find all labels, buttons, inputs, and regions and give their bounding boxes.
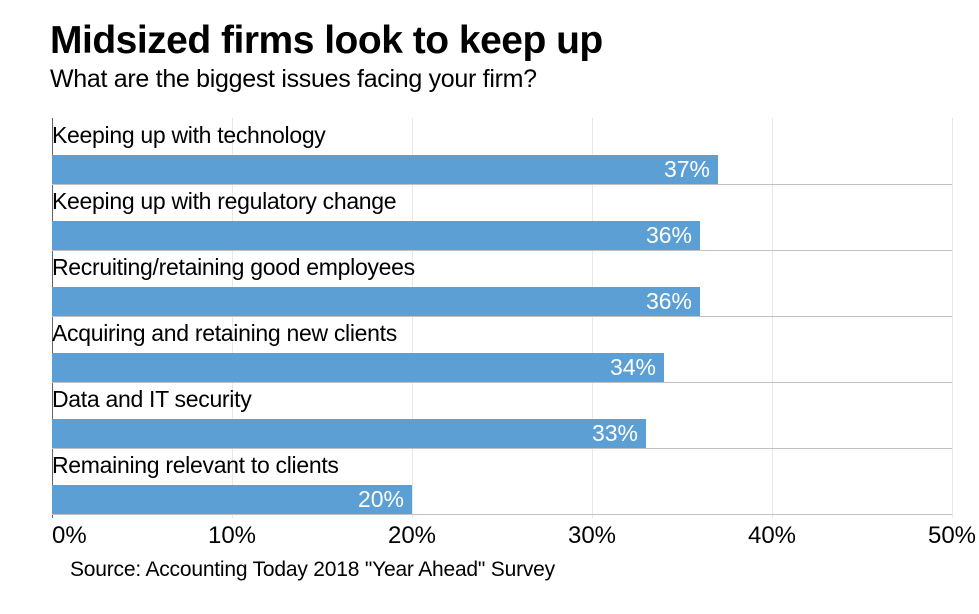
bar: 36% xyxy=(52,287,700,316)
x-axis: 0% 10% 20% 30% 40% 50% xyxy=(52,518,952,552)
source-line: Source: Accounting Today 2018 "Year Ahea… xyxy=(70,558,949,582)
bar: 36% xyxy=(52,221,700,250)
bar: 37% xyxy=(52,155,718,184)
bar-label: Data and IT security xyxy=(52,386,251,413)
bar-row: Data and IT security 33% xyxy=(52,382,952,448)
grid-line xyxy=(952,118,953,518)
x-tick: 50% xyxy=(928,522,976,550)
bar-row: Keeping up with technology 37% xyxy=(52,118,952,184)
bar-label: Recruiting/retaining good employees xyxy=(52,254,415,281)
x-tick: 0% xyxy=(52,522,87,550)
bar: 33% xyxy=(52,419,646,448)
bar: 34% xyxy=(52,353,664,382)
bar-rows: Keeping up with technology 37% Keeping u… xyxy=(52,118,952,514)
x-tick: 20% xyxy=(388,522,436,550)
chart-card: Midsized firms look to keep up What are … xyxy=(0,0,979,614)
bar-value: 33% xyxy=(592,420,646,447)
row-rule xyxy=(52,514,952,515)
bar-value: 37% xyxy=(664,156,718,183)
bar-row: Remaining relevant to clients 20% xyxy=(52,448,952,514)
bar-value: 20% xyxy=(358,486,412,513)
bar-row: Acquiring and retaining new clients 34% xyxy=(52,316,952,382)
x-tick: 40% xyxy=(748,522,796,550)
bar-label: Acquiring and retaining new clients xyxy=(52,320,397,347)
x-tick: 10% xyxy=(208,522,256,550)
bar-row: Recruiting/retaining good employees 36% xyxy=(52,250,952,316)
plot-area: Keeping up with technology 37% Keeping u… xyxy=(52,118,952,518)
bar-label: Remaining relevant to clients xyxy=(52,452,339,479)
chart-subtitle: What are the biggest issues facing your … xyxy=(50,65,949,94)
bar-value: 34% xyxy=(610,354,664,381)
bar-label: Keeping up with technology xyxy=(52,122,326,149)
x-tick: 30% xyxy=(568,522,616,550)
bar-value: 36% xyxy=(646,222,700,249)
bar-value: 36% xyxy=(646,288,700,315)
chart-title: Midsized firms look to keep up xyxy=(50,20,949,63)
bar: 20% xyxy=(52,485,412,514)
bar-row: Keeping up with regulatory change 36% xyxy=(52,184,952,250)
bar-label: Keeping up with regulatory change xyxy=(52,188,396,215)
